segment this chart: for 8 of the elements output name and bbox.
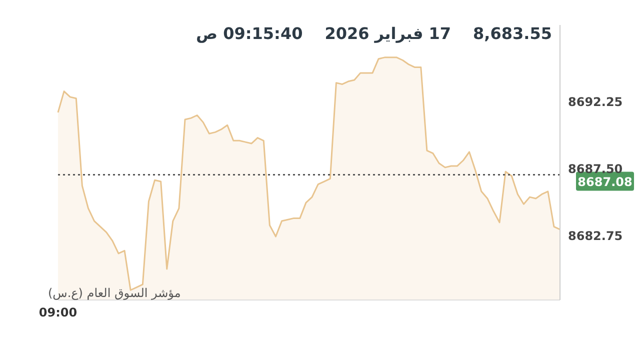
ref-line-label: 8687.08 (578, 174, 632, 189)
annotation: مؤشر السوق العام (ع.س) (48, 286, 181, 300)
y-tick-label: 8682.75 (568, 229, 623, 244)
chart-subtitle: 17 فبراير 2026 (324, 24, 452, 43)
annotation: 09:15:40 ص (196, 24, 303, 43)
chart-title: 8,683.55 (473, 24, 552, 43)
y-tick-label: 8692.25 (568, 95, 623, 110)
x-tick-label: 09:00 (38, 306, 78, 320)
